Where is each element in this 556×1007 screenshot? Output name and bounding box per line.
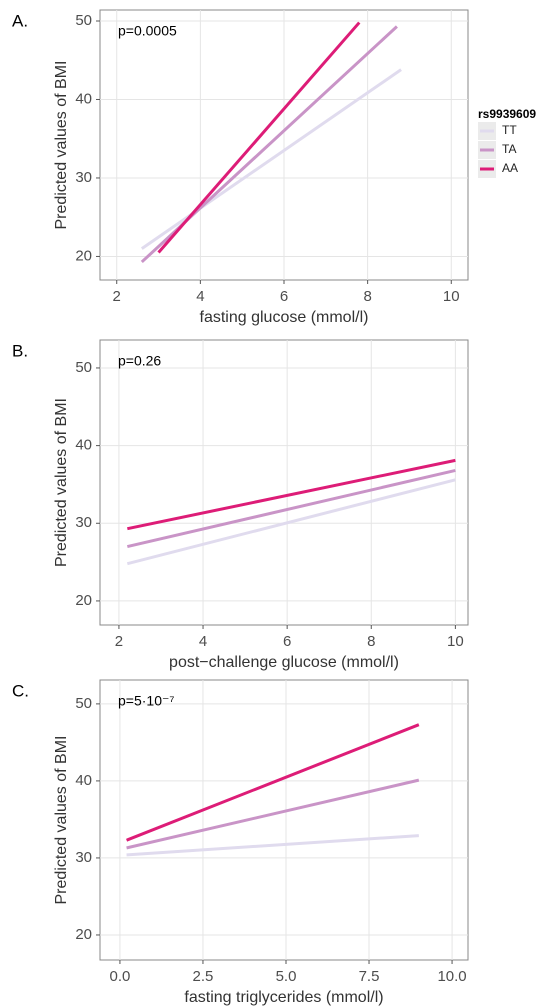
legend-label: TT bbox=[502, 123, 517, 137]
y-tick-label: 20 bbox=[75, 926, 92, 943]
legend-label: AA bbox=[502, 161, 518, 175]
y-axis-title: Predicted values of BMI bbox=[53, 398, 70, 567]
series-line bbox=[126, 723, 420, 842]
series-line bbox=[126, 478, 456, 566]
y-tick-label: 30 bbox=[75, 514, 92, 531]
series-line bbox=[157, 21, 361, 254]
annotation: p=0.0005 bbox=[118, 23, 177, 39]
annotation: p=0.26 bbox=[118, 353, 161, 369]
x-tick-label: 8 bbox=[367, 633, 375, 650]
y-tick-label: 30 bbox=[75, 849, 92, 866]
panel-label: B. bbox=[12, 341, 28, 360]
panel-label: C. bbox=[12, 681, 29, 700]
x-axis-title: fasting triglycerides (mmol/l) bbox=[184, 989, 383, 1006]
plot-panel bbox=[99, 679, 469, 961]
series-line bbox=[126, 778, 420, 850]
series-line bbox=[126, 469, 456, 549]
y-tick-label: 20 bbox=[75, 592, 92, 609]
x-tick-label: 8 bbox=[363, 288, 371, 305]
y-tick-label: 50 bbox=[75, 12, 92, 29]
x-tick-label: 0.0 bbox=[109, 968, 130, 985]
y-tick-label: 30 bbox=[75, 169, 92, 186]
x-tick-label: 10 bbox=[447, 633, 464, 650]
y-tick-label: 50 bbox=[75, 695, 92, 712]
x-tick-label: 10.0 bbox=[437, 968, 466, 985]
series-line bbox=[127, 458, 456, 531]
x-axis-title: post−challenge glucose (mmol/l) bbox=[169, 654, 399, 671]
y-axis-title: Predicted values of BMI bbox=[53, 61, 70, 230]
x-axis-title: fasting glucose (mmol/l) bbox=[200, 309, 369, 326]
y-tick-label: 40 bbox=[75, 437, 92, 454]
x-tick-label: 10 bbox=[443, 288, 460, 305]
x-tick-label: 2 bbox=[115, 633, 123, 650]
panel-label: A. bbox=[12, 11, 28, 30]
x-tick-label: 7.5 bbox=[359, 968, 380, 985]
x-tick-label: 4 bbox=[196, 288, 204, 305]
y-tick-label: 50 bbox=[75, 359, 92, 376]
x-tick-label: 2 bbox=[113, 288, 121, 305]
plot-panel bbox=[99, 339, 469, 626]
annotation: p=5·10⁻⁷ bbox=[118, 693, 174, 709]
series-line bbox=[140, 68, 402, 250]
y-tick-label: 40 bbox=[75, 90, 92, 107]
legend-label: TA bbox=[502, 142, 516, 156]
x-tick-label: 2.5 bbox=[193, 968, 214, 985]
x-tick-label: 5.0 bbox=[276, 968, 297, 985]
series-line bbox=[126, 834, 419, 857]
y-axis-title: Predicted values of BMI bbox=[53, 736, 70, 905]
y-tick-label: 40 bbox=[75, 772, 92, 789]
x-tick-label: 6 bbox=[280, 288, 288, 305]
x-tick-label: 4 bbox=[199, 633, 207, 650]
y-tick-label: 20 bbox=[75, 247, 92, 264]
legend-title: rs9939609 bbox=[478, 107, 536, 121]
x-tick-label: 6 bbox=[283, 633, 291, 650]
